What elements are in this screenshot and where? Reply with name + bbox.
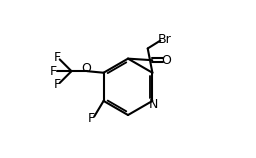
Text: O: O [162,54,172,67]
Text: F: F [50,65,57,78]
Text: N: N [148,98,158,111]
Text: O: O [82,62,92,75]
Text: F: F [53,51,60,64]
Text: F: F [88,112,95,125]
Text: F: F [53,78,60,91]
Text: Br: Br [158,33,172,46]
